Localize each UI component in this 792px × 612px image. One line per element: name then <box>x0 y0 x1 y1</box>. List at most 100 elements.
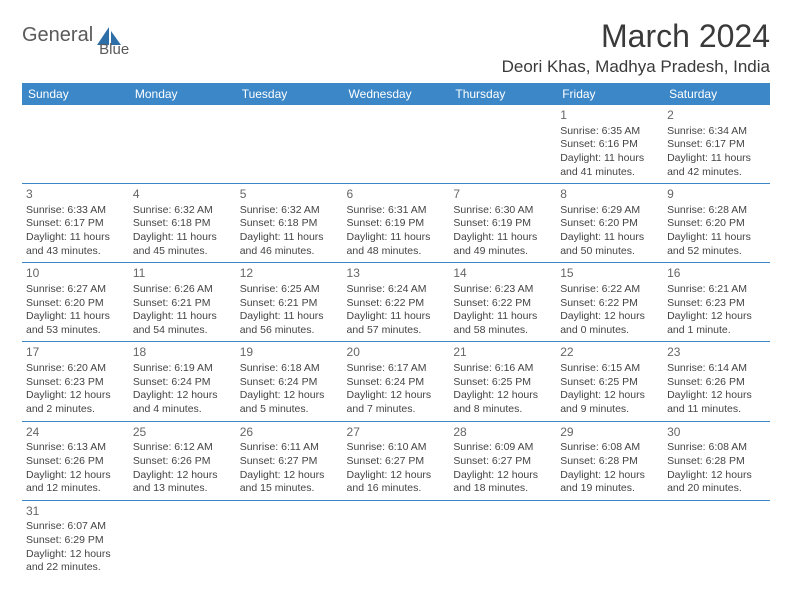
sunrise-text: Sunrise: 6:20 AM <box>26 362 125 376</box>
daylight-text: Daylight: 12 hours and 9 minutes. <box>560 389 659 416</box>
sunrise-text: Sunrise: 6:23 AM <box>453 283 552 297</box>
day-number: 1 <box>560 108 659 124</box>
sunrise-text: Sunrise: 6:10 AM <box>347 441 446 455</box>
sunrise-text: Sunrise: 6:34 AM <box>667 125 766 139</box>
daylight-text: Daylight: 11 hours and 43 minutes. <box>26 231 125 258</box>
calendar-cell: 18Sunrise: 6:19 AMSunset: 6:24 PMDayligh… <box>129 342 236 421</box>
calendar-cell: 26Sunrise: 6:11 AMSunset: 6:27 PMDayligh… <box>236 421 343 500</box>
daylight-text: Daylight: 12 hours and 19 minutes. <box>560 469 659 496</box>
sunrise-text: Sunrise: 6:30 AM <box>453 204 552 218</box>
daylight-text: Daylight: 11 hours and 57 minutes. <box>347 310 446 337</box>
sunset-text: Sunset: 6:21 PM <box>133 297 232 311</box>
calendar-cell: 5Sunrise: 6:32 AMSunset: 6:18 PMDaylight… <box>236 184 343 263</box>
sunset-text: Sunset: 6:21 PM <box>240 297 339 311</box>
sunrise-text: Sunrise: 6:16 AM <box>453 362 552 376</box>
daylight-text: Daylight: 12 hours and 4 minutes. <box>133 389 232 416</box>
sunset-text: Sunset: 6:20 PM <box>560 217 659 231</box>
daylight-text: Daylight: 11 hours and 58 minutes. <box>453 310 552 337</box>
sunrise-text: Sunrise: 6:13 AM <box>26 441 125 455</box>
calendar-cell <box>449 500 556 579</box>
calendar-cell: 3Sunrise: 6:33 AMSunset: 6:17 PMDaylight… <box>22 184 129 263</box>
sunset-text: Sunset: 6:24 PM <box>240 376 339 390</box>
sunset-text: Sunset: 6:28 PM <box>560 455 659 469</box>
sunrise-text: Sunrise: 6:31 AM <box>347 204 446 218</box>
sunrise-text: Sunrise: 6:28 AM <box>667 204 766 218</box>
calendar-cell: 29Sunrise: 6:08 AMSunset: 6:28 PMDayligh… <box>556 421 663 500</box>
sunset-text: Sunset: 6:22 PM <box>453 297 552 311</box>
day-number: 11 <box>133 266 232 282</box>
day-number: 28 <box>453 425 552 441</box>
calendar-cell: 15Sunrise: 6:22 AMSunset: 6:22 PMDayligh… <box>556 263 663 342</box>
sunrise-text: Sunrise: 6:17 AM <box>347 362 446 376</box>
sunset-text: Sunset: 6:27 PM <box>240 455 339 469</box>
day-number: 30 <box>667 425 766 441</box>
calendar-table: Sunday Monday Tuesday Wednesday Thursday… <box>22 83 770 579</box>
calendar-cell: 25Sunrise: 6:12 AMSunset: 6:26 PMDayligh… <box>129 421 236 500</box>
sunset-text: Sunset: 6:16 PM <box>560 138 659 152</box>
day-number: 10 <box>26 266 125 282</box>
daylight-text: Daylight: 11 hours and 50 minutes. <box>560 231 659 258</box>
day-number: 14 <box>453 266 552 282</box>
daylight-text: Daylight: 12 hours and 8 minutes. <box>453 389 552 416</box>
day-number: 27 <box>347 425 446 441</box>
day-number: 31 <box>26 504 125 520</box>
sunset-text: Sunset: 6:23 PM <box>26 376 125 390</box>
daylight-text: Daylight: 11 hours and 52 minutes. <box>667 231 766 258</box>
calendar-cell: 31Sunrise: 6:07 AMSunset: 6:29 PMDayligh… <box>22 500 129 579</box>
sunset-text: Sunset: 6:29 PM <box>26 534 125 548</box>
calendar-cell <box>236 500 343 579</box>
sunrise-text: Sunrise: 6:11 AM <box>240 441 339 455</box>
sunset-text: Sunset: 6:26 PM <box>133 455 232 469</box>
sunrise-text: Sunrise: 6:33 AM <box>26 204 125 218</box>
sunset-text: Sunset: 6:27 PM <box>347 455 446 469</box>
daylight-text: Daylight: 12 hours and 0 minutes. <box>560 310 659 337</box>
sunset-text: Sunset: 6:25 PM <box>560 376 659 390</box>
sunrise-text: Sunrise: 6:22 AM <box>560 283 659 297</box>
calendar-cell: 16Sunrise: 6:21 AMSunset: 6:23 PMDayligh… <box>663 263 770 342</box>
daylight-text: Daylight: 11 hours and 48 minutes. <box>347 231 446 258</box>
daylight-text: Daylight: 11 hours and 49 minutes. <box>453 231 552 258</box>
sunset-text: Sunset: 6:26 PM <box>667 376 766 390</box>
day-number: 23 <box>667 345 766 361</box>
calendar-cell: 22Sunrise: 6:15 AMSunset: 6:25 PMDayligh… <box>556 342 663 421</box>
sunrise-text: Sunrise: 6:19 AM <box>133 362 232 376</box>
sunrise-text: Sunrise: 6:27 AM <box>26 283 125 297</box>
day-number: 26 <box>240 425 339 441</box>
calendar-cell: 11Sunrise: 6:26 AMSunset: 6:21 PMDayligh… <box>129 263 236 342</box>
daylight-text: Daylight: 11 hours and 54 minutes. <box>133 310 232 337</box>
sunrise-text: Sunrise: 6:08 AM <box>667 441 766 455</box>
sunrise-text: Sunrise: 6:15 AM <box>560 362 659 376</box>
sunrise-text: Sunrise: 6:18 AM <box>240 362 339 376</box>
calendar-cell: 27Sunrise: 6:10 AMSunset: 6:27 PMDayligh… <box>343 421 450 500</box>
day-number: 3 <box>26 187 125 203</box>
calendar-row: 24Sunrise: 6:13 AMSunset: 6:26 PMDayligh… <box>22 421 770 500</box>
daylight-text: Daylight: 12 hours and 16 minutes. <box>347 469 446 496</box>
sunset-text: Sunset: 6:18 PM <box>133 217 232 231</box>
day-number: 8 <box>560 187 659 203</box>
daylight-text: Daylight: 12 hours and 20 minutes. <box>667 469 766 496</box>
calendar-row: 3Sunrise: 6:33 AMSunset: 6:17 PMDaylight… <box>22 184 770 263</box>
daylight-text: Daylight: 12 hours and 2 minutes. <box>26 389 125 416</box>
daylight-text: Daylight: 11 hours and 41 minutes. <box>560 152 659 179</box>
day-number: 2 <box>667 108 766 124</box>
day-number: 21 <box>453 345 552 361</box>
brand-text-part1: General <box>22 24 93 47</box>
sunset-text: Sunset: 6:22 PM <box>560 297 659 311</box>
title-block: March 2024 Deori Khas, Madhya Pradesh, I… <box>502 18 770 77</box>
calendar-cell: 4Sunrise: 6:32 AMSunset: 6:18 PMDaylight… <box>129 184 236 263</box>
page-header: General Blue March 2024 Deori Khas, Madh… <box>22 18 770 77</box>
weekday-header-row: Sunday Monday Tuesday Wednesday Thursday… <box>22 83 770 105</box>
day-number: 7 <box>453 187 552 203</box>
sunrise-text: Sunrise: 6:25 AM <box>240 283 339 297</box>
sunset-text: Sunset: 6:24 PM <box>347 376 446 390</box>
sunset-text: Sunset: 6:18 PM <box>240 217 339 231</box>
location-text: Deori Khas, Madhya Pradesh, India <box>502 57 770 77</box>
calendar-cell: 24Sunrise: 6:13 AMSunset: 6:26 PMDayligh… <box>22 421 129 500</box>
calendar-cell: 9Sunrise: 6:28 AMSunset: 6:20 PMDaylight… <box>663 184 770 263</box>
weekday-header: Monday <box>129 83 236 105</box>
calendar-cell: 20Sunrise: 6:17 AMSunset: 6:24 PMDayligh… <box>343 342 450 421</box>
calendar-cell <box>556 500 663 579</box>
sunset-text: Sunset: 6:17 PM <box>26 217 125 231</box>
calendar-row: 10Sunrise: 6:27 AMSunset: 6:20 PMDayligh… <box>22 263 770 342</box>
sunset-text: Sunset: 6:20 PM <box>667 217 766 231</box>
